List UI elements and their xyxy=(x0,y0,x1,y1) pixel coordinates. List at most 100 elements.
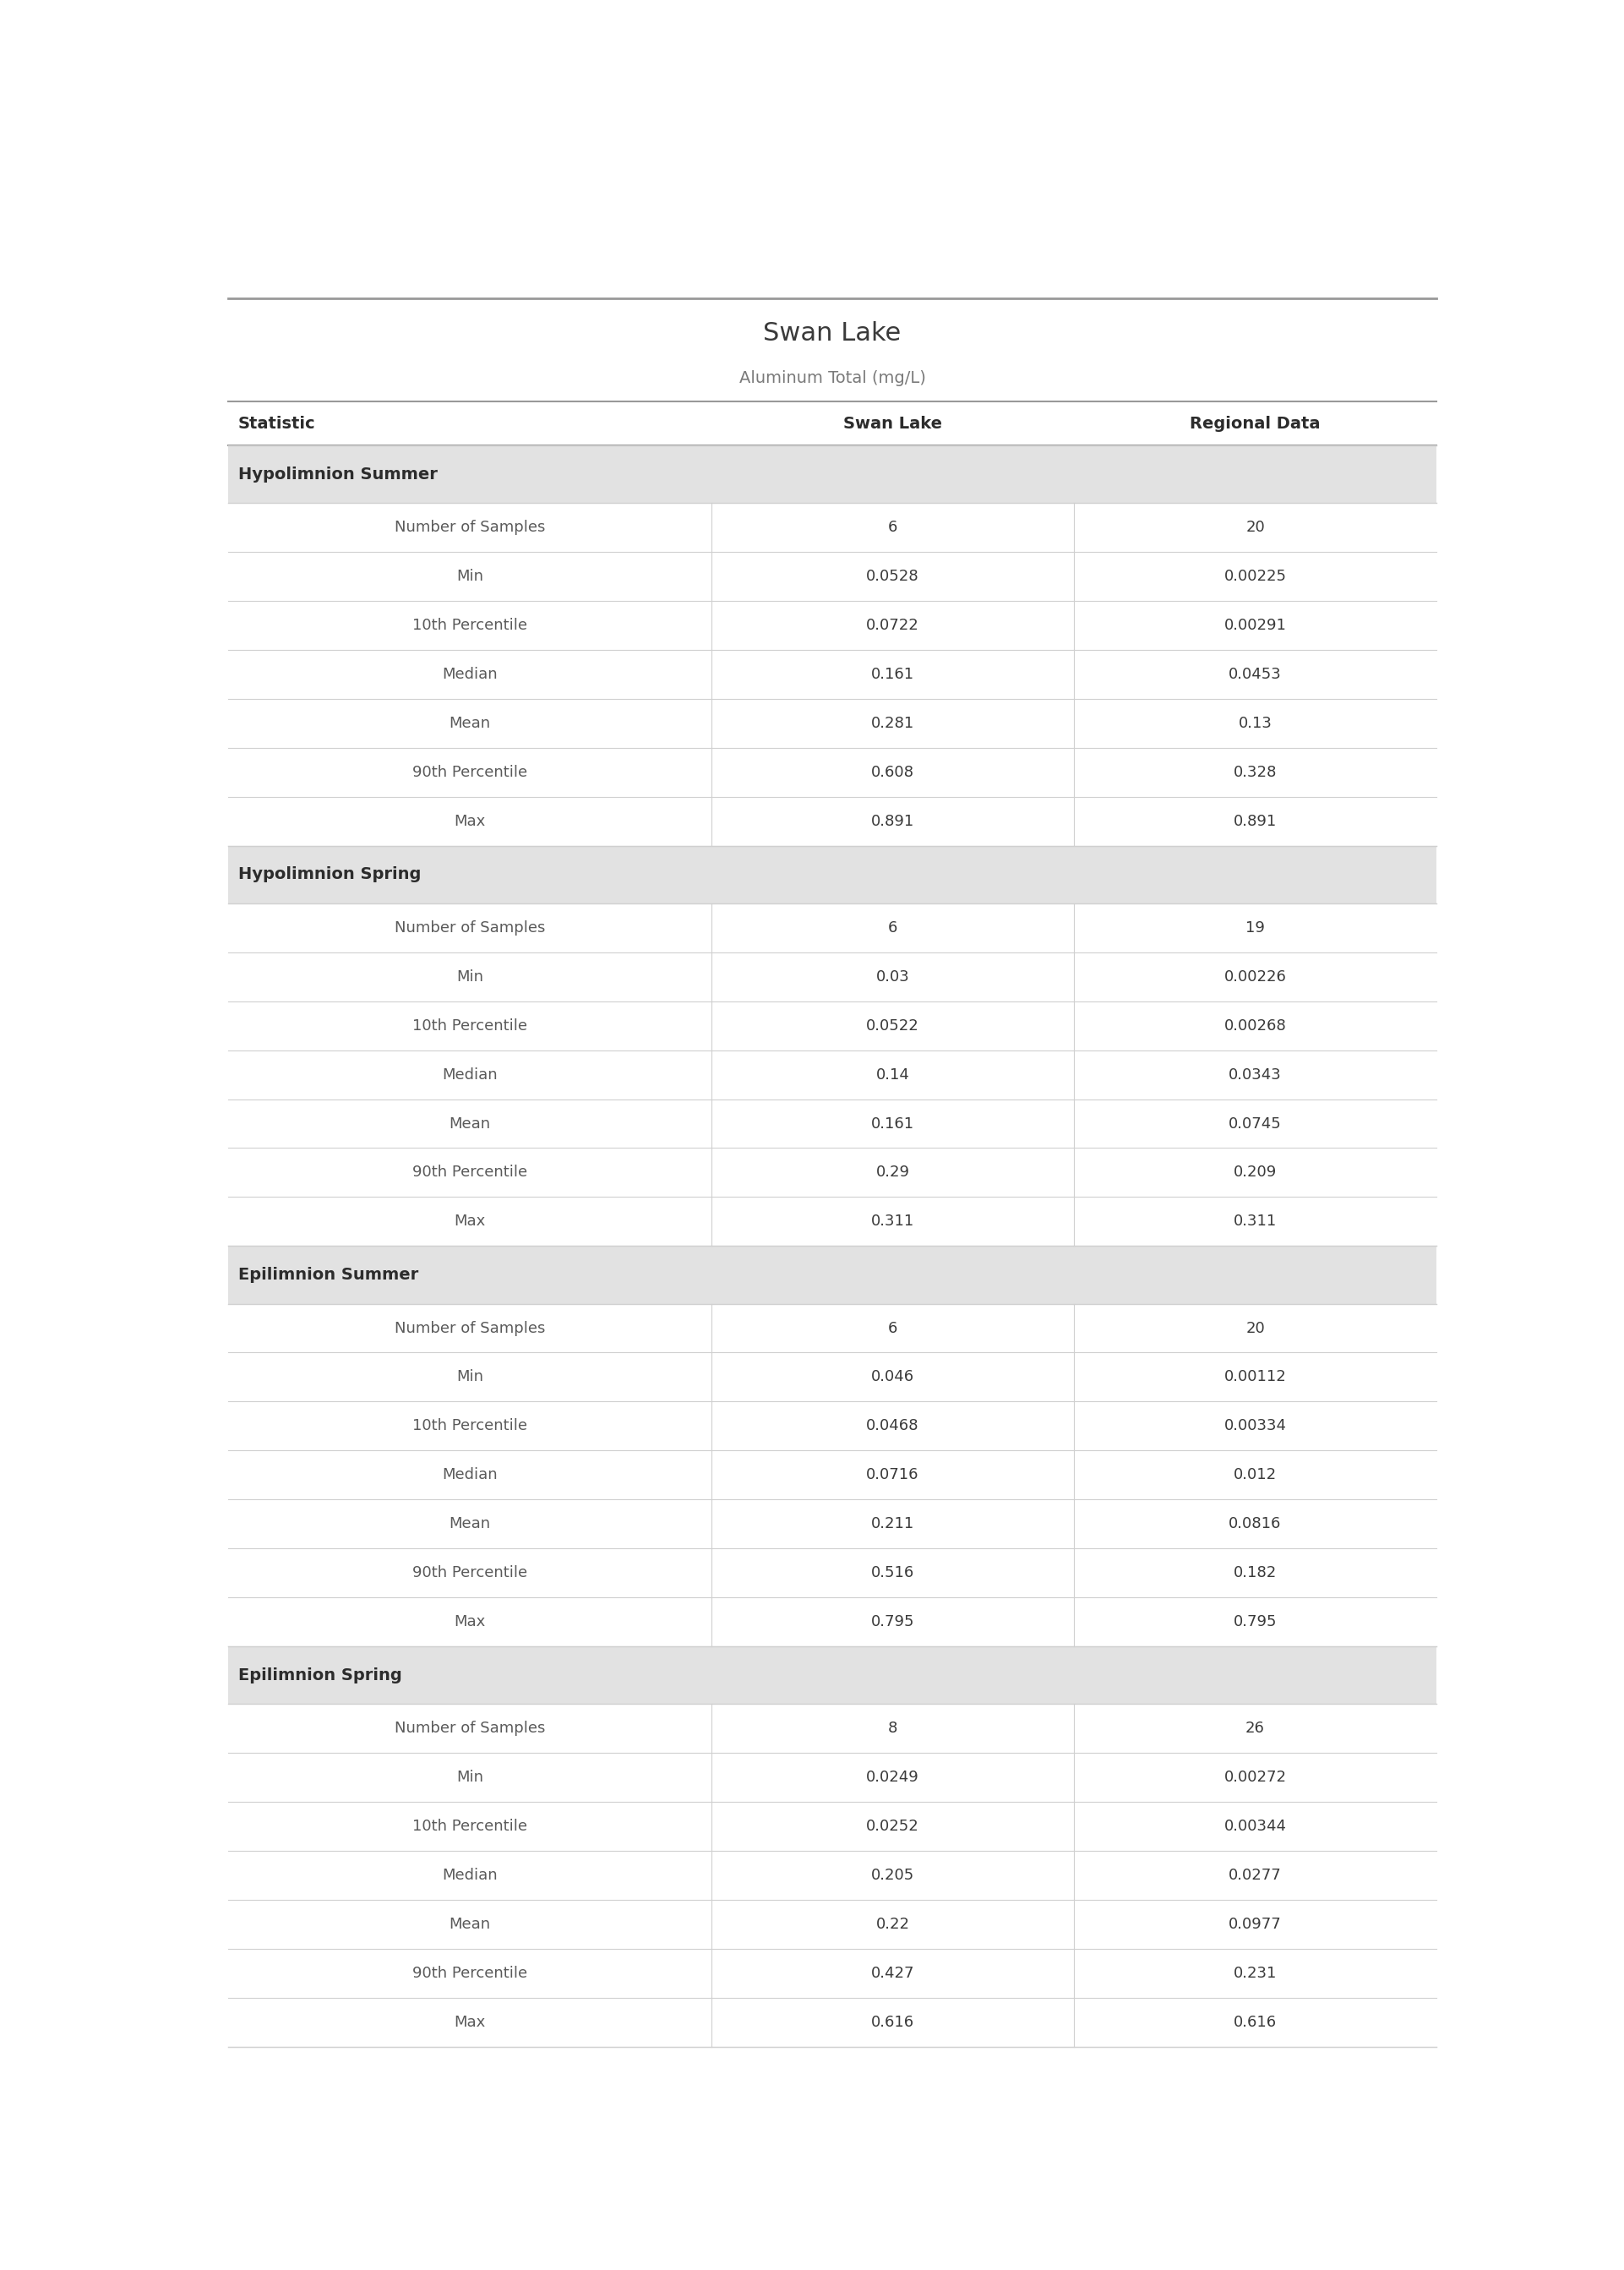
Text: Statistic: Statistic xyxy=(239,415,315,431)
Text: Number of Samples: Number of Samples xyxy=(395,1321,546,1335)
Text: 0.00226: 0.00226 xyxy=(1224,969,1286,985)
Text: 0.795: 0.795 xyxy=(1234,1614,1276,1630)
Text: Min: Min xyxy=(456,570,484,583)
Bar xyxy=(227,1196,1436,1246)
Text: Max: Max xyxy=(455,2013,486,2029)
Text: 6: 6 xyxy=(888,1321,898,1335)
Text: Mean: Mean xyxy=(450,1516,490,1532)
Text: 0.0522: 0.0522 xyxy=(866,1019,919,1033)
Text: 0.891: 0.891 xyxy=(1234,813,1276,829)
Text: Aluminum Total (mg/L): Aluminum Total (mg/L) xyxy=(739,370,926,386)
Text: Max: Max xyxy=(455,813,486,829)
Text: 0.012: 0.012 xyxy=(1234,1466,1276,1482)
Bar xyxy=(227,1548,1436,1598)
Bar xyxy=(227,1598,1436,1646)
Text: 0.0252: 0.0252 xyxy=(866,1818,919,1834)
Bar xyxy=(227,1353,1436,1401)
Text: Hypolimnion Summer: Hypolimnion Summer xyxy=(239,465,437,481)
Text: 90th Percentile: 90th Percentile xyxy=(412,765,528,781)
Bar xyxy=(227,1948,1436,1998)
Text: Max: Max xyxy=(455,1214,486,1228)
Text: 0.0977: 0.0977 xyxy=(1229,1916,1281,1932)
Bar xyxy=(227,953,1436,1001)
Text: 19: 19 xyxy=(1246,919,1265,935)
Text: 8: 8 xyxy=(888,1721,898,1737)
Text: Median: Median xyxy=(442,1466,497,1482)
Bar xyxy=(227,747,1436,797)
Text: Number of Samples: Number of Samples xyxy=(395,1721,546,1737)
Text: 0.00225: 0.00225 xyxy=(1224,570,1286,583)
Bar xyxy=(227,504,1436,552)
Text: 0.0528: 0.0528 xyxy=(866,570,919,583)
Bar xyxy=(227,699,1436,747)
Text: 0.03: 0.03 xyxy=(875,969,909,985)
Text: 0.22: 0.22 xyxy=(875,1916,909,1932)
Text: 0.795: 0.795 xyxy=(870,1614,914,1630)
Text: 0.311: 0.311 xyxy=(870,1214,914,1228)
Text: 10th Percentile: 10th Percentile xyxy=(412,617,528,633)
Text: 0.00344: 0.00344 xyxy=(1224,1818,1286,1834)
Text: 0.00272: 0.00272 xyxy=(1224,1771,1286,1784)
Text: 10th Percentile: 10th Percentile xyxy=(412,1818,528,1834)
Bar xyxy=(227,1646,1436,1705)
Bar xyxy=(227,1850,1436,1900)
Bar xyxy=(227,602,1436,649)
Text: 0.616: 0.616 xyxy=(1234,2013,1276,2029)
Text: 0.00291: 0.00291 xyxy=(1224,617,1286,633)
Text: 10th Percentile: 10th Percentile xyxy=(412,1419,528,1435)
Bar xyxy=(227,1451,1436,1500)
Text: 0.0453: 0.0453 xyxy=(1229,667,1281,681)
Text: 0.161: 0.161 xyxy=(870,667,914,681)
Text: 0.0745: 0.0745 xyxy=(1229,1117,1281,1130)
Text: 0.0343: 0.0343 xyxy=(1229,1067,1281,1083)
Bar xyxy=(227,1900,1436,1948)
Text: 0.0277: 0.0277 xyxy=(1229,1868,1281,1882)
Text: 0.0249: 0.0249 xyxy=(866,1771,919,1784)
Text: Median: Median xyxy=(442,1868,497,1882)
Text: 90th Percentile: 90th Percentile xyxy=(412,1566,528,1580)
Text: Mean: Mean xyxy=(450,1916,490,1932)
Text: Mean: Mean xyxy=(450,715,490,731)
Text: Mean: Mean xyxy=(450,1117,490,1130)
Text: 0.046: 0.046 xyxy=(870,1369,914,1385)
Text: 0.29: 0.29 xyxy=(875,1165,909,1180)
Text: 0.00112: 0.00112 xyxy=(1224,1369,1286,1385)
Bar xyxy=(227,445,1436,504)
Text: 90th Percentile: 90th Percentile xyxy=(412,1966,528,1982)
Text: 20: 20 xyxy=(1246,1321,1265,1335)
Bar xyxy=(227,1500,1436,1548)
Text: Hypolimnion Spring: Hypolimnion Spring xyxy=(239,867,421,883)
Text: 20: 20 xyxy=(1246,520,1265,536)
Text: Min: Min xyxy=(456,1369,484,1385)
Text: Number of Samples: Number of Samples xyxy=(395,520,546,536)
Text: 0.281: 0.281 xyxy=(870,715,914,731)
Text: 0.608: 0.608 xyxy=(870,765,914,781)
Text: 0.161: 0.161 xyxy=(870,1117,914,1130)
Text: 0.311: 0.311 xyxy=(1234,1214,1276,1228)
Text: 0.616: 0.616 xyxy=(870,2013,914,2029)
Text: Swan Lake: Swan Lake xyxy=(763,322,901,345)
Text: 0.14: 0.14 xyxy=(875,1067,909,1083)
Text: 0.205: 0.205 xyxy=(870,1868,914,1882)
Bar xyxy=(227,649,1436,699)
Bar xyxy=(227,1401,1436,1451)
Text: 90th Percentile: 90th Percentile xyxy=(412,1165,528,1180)
Bar xyxy=(227,1001,1436,1051)
Text: Number of Samples: Number of Samples xyxy=(395,919,546,935)
Bar xyxy=(227,1246,1436,1303)
Text: 0.231: 0.231 xyxy=(1234,1966,1276,1982)
Bar xyxy=(227,903,1436,953)
Text: 6: 6 xyxy=(888,520,898,536)
Bar xyxy=(227,552,1436,602)
Text: Swan Lake: Swan Lake xyxy=(843,415,942,431)
Text: 0.211: 0.211 xyxy=(870,1516,914,1532)
Text: 0.0468: 0.0468 xyxy=(866,1419,919,1435)
Text: Epilimnion Spring: Epilimnion Spring xyxy=(239,1666,403,1682)
Bar xyxy=(227,1149,1436,1196)
Bar xyxy=(227,1752,1436,1802)
Bar xyxy=(227,1051,1436,1099)
Text: 0.0716: 0.0716 xyxy=(866,1466,919,1482)
Text: 10th Percentile: 10th Percentile xyxy=(412,1019,528,1033)
Text: 0.0722: 0.0722 xyxy=(866,617,919,633)
Text: 0.427: 0.427 xyxy=(870,1966,914,1982)
